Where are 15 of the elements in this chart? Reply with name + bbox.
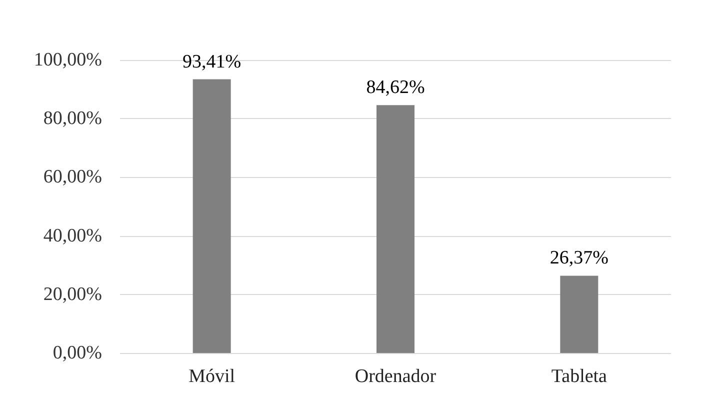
- x-tick-label: Ordenador: [354, 366, 437, 387]
- y-tick-label: 40,00%: [43, 225, 102, 246]
- y-tick-label: 100,00%: [34, 50, 102, 70]
- x-tick-label: Tableta: [551, 366, 608, 387]
- y-tick-label: 60,00%: [43, 166, 102, 188]
- data-label: 93,41%: [182, 51, 242, 72]
- data-label: 84,62%: [366, 77, 425, 98]
- y-tick-label: 0,00%: [52, 342, 102, 364]
- bar: [560, 276, 598, 353]
- bar: [192, 79, 231, 353]
- data-label: 26,37%: [550, 248, 609, 269]
- y-tick-label: 80,00%: [43, 108, 102, 130]
- x-tick-label: Móvil: [188, 366, 236, 387]
- y-tick-label: 20,00%: [43, 284, 102, 305]
- bar: [376, 105, 414, 353]
